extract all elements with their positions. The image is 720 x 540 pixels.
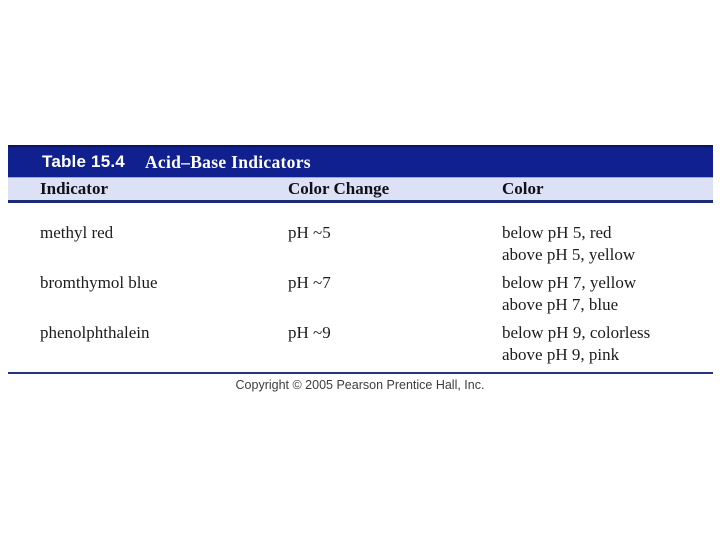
cell-color-change: pH ~7 xyxy=(288,273,331,292)
column-header-row: Indicator Color Change Color xyxy=(8,177,713,200)
column-header-color-change: Color Change xyxy=(288,179,390,198)
color-below-line: below pH 9, colorless xyxy=(502,323,651,342)
cell-indicator: methyl red xyxy=(40,223,114,242)
column-header-indicator: Indicator xyxy=(40,179,108,198)
table-number: Table 15.4 xyxy=(42,152,125,171)
cell-color-change: pH ~5 xyxy=(288,223,331,242)
column-header-color: Color xyxy=(502,179,544,198)
table-row: bromthymol blue pH ~7 below pH 7, yellow… xyxy=(40,272,713,322)
cell-color: below pH 5, red above pH 5, yellow xyxy=(502,222,713,266)
copyright-text: Copyright © 2005 Pearson Prentice Hall, … xyxy=(235,378,485,392)
table-row: methyl red pH ~5 below pH 5, red above p… xyxy=(40,222,713,272)
cell-indicator: bromthymol blue xyxy=(40,273,158,292)
header-divider xyxy=(8,200,713,203)
color-above-line: above pH 7, blue xyxy=(502,295,619,314)
indicators-table: Table 15.4 Acid–Base Indicators Indicato… xyxy=(8,145,713,374)
color-below-line: below pH 5, red xyxy=(502,223,612,242)
table-body: methyl red pH ~5 below pH 5, red above p… xyxy=(8,203,713,372)
table-row: phenolphthalein pH ~9 below pH 9, colorl… xyxy=(40,322,713,372)
table-title: Acid–Base Indicators xyxy=(144,151,311,172)
color-above-line: above pH 5, yellow xyxy=(502,245,636,264)
cell-color: below pH 7, yellow above pH 7, blue xyxy=(502,272,713,316)
bottom-divider xyxy=(8,372,713,374)
cell-indicator: phenolphthalein xyxy=(40,323,150,342)
color-above-line: above pH 9, pink xyxy=(502,345,620,364)
cell-color: below pH 9, colorless above pH 9, pink xyxy=(502,322,713,366)
color-below-line: below pH 7, yellow xyxy=(502,273,637,292)
cell-color-change: pH ~9 xyxy=(288,323,331,342)
table-title-bar: Table 15.4 Acid–Base Indicators xyxy=(8,145,713,177)
